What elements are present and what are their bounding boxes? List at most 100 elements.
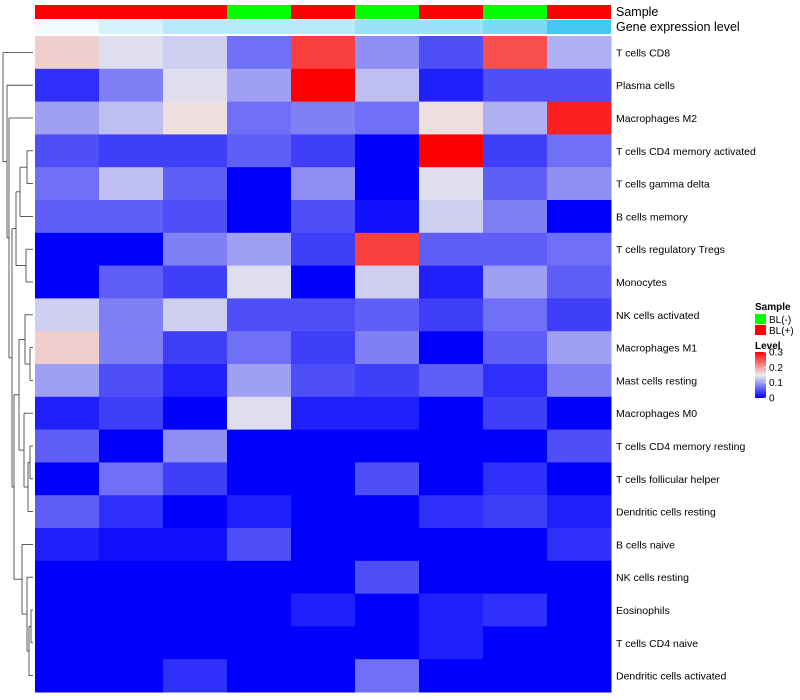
heatmap-cell (547, 659, 612, 693)
heatmap-cell (483, 626, 548, 660)
heatmap-cell (355, 560, 420, 595)
row-label: Mast cells resting (616, 375, 697, 387)
heatmap-cell (99, 134, 164, 168)
sample-annotation-cell (35, 5, 99, 19)
sample-annotation-cell (163, 5, 227, 19)
heatmap-cell (419, 232, 484, 267)
heatmap-cell (419, 331, 484, 365)
heatmap-cell (99, 560, 164, 595)
heatmap-cell (99, 167, 164, 201)
heatmap-cell (355, 528, 420, 562)
heatmap-cell (419, 167, 484, 201)
heatmap-cell (355, 462, 420, 496)
heatmap-cell (35, 134, 100, 168)
heatmap-cell (355, 298, 420, 332)
heatmap-cell (163, 495, 228, 529)
heatmap-cell (35, 200, 100, 234)
heatmap-cell (163, 298, 228, 332)
heatmap-cell (291, 429, 356, 463)
heatmap-cell (227, 101, 292, 135)
heatmap-cell (547, 396, 612, 431)
heatmap-cell (419, 528, 484, 562)
heatmap-cell (227, 36, 292, 70)
heatmap-cell (163, 626, 228, 660)
heatmap-cell (291, 593, 356, 627)
heatmap-cell (163, 167, 228, 201)
gene-expression-annotation-cell (99, 20, 163, 34)
row-label: NK cells resting (616, 572, 689, 584)
heatmap-cell (419, 68, 484, 103)
legend-tick-label: 0 (769, 394, 775, 405)
heatmap-cell (35, 659, 100, 693)
row-label: Monocytes (616, 277, 667, 289)
heatmap-cell (355, 101, 420, 135)
heatmap-cell (419, 429, 484, 463)
heatmap-cell (163, 68, 228, 103)
legend-swatch-bl+ (755, 325, 766, 335)
row-label: T cells follicular helper (616, 474, 720, 486)
heatmap-cell (483, 462, 548, 496)
heatmap-cell (483, 68, 548, 103)
heatmap-cell (483, 364, 548, 398)
gene-expression-annotation-cell (483, 20, 547, 34)
heatmap-cell (547, 429, 612, 463)
heatmap-cell (547, 134, 612, 168)
legend-title-level: Level (755, 341, 781, 352)
heatmap-cell (483, 528, 548, 562)
row-label: T cells regulatory Tregs (616, 244, 725, 256)
heatmap-cell (163, 364, 228, 398)
heatmap-cell (483, 593, 548, 627)
heatmap-cell (227, 528, 292, 562)
heatmap-cell (547, 364, 612, 398)
heatmap-cell (419, 101, 484, 135)
row-label: T cells CD4 naive (616, 638, 698, 650)
row-label: T cells gamma delta (616, 179, 710, 191)
heatmap-cell (163, 396, 228, 431)
heatmap-cell (227, 364, 292, 398)
heatmap-cell (99, 298, 164, 332)
legend-tick-label: 0.2 (769, 363, 783, 374)
heatmap-cell (163, 232, 228, 267)
heatmap-cell (483, 134, 548, 168)
heatmap-cell (547, 167, 612, 201)
heatmap-cell (99, 659, 164, 693)
heatmap-cell (35, 495, 100, 529)
heatmap-cell (483, 36, 548, 70)
heatmap-cell (419, 200, 484, 234)
legend-tick-label: 0.1 (769, 378, 783, 389)
heatmap-cell (547, 232, 612, 267)
heatmap-cell (35, 167, 100, 201)
gene-expression-annotation-cell (291, 20, 355, 34)
heatmap-cell (35, 331, 100, 365)
sample-annotation-cell (99, 5, 163, 19)
heatmap-cell (547, 200, 612, 234)
heatmap-cell (355, 134, 420, 168)
heatmap-cell (35, 364, 100, 398)
row-label: NK cells activated (616, 310, 700, 322)
heatmap-cell (355, 364, 420, 398)
heatmap-cell (99, 495, 164, 529)
heatmap-cell (227, 462, 292, 496)
gene-expression-annotation-cell (227, 20, 291, 34)
heatmap-cell (547, 462, 612, 496)
gene-expression-annotation-cell (547, 20, 611, 34)
heatmap-cell (355, 167, 420, 201)
heatmap-cell (291, 167, 356, 201)
heatmap-cell (163, 593, 228, 627)
heatmap-cell (355, 232, 420, 267)
heatmap-cell (227, 298, 292, 332)
heatmap-cell (99, 429, 164, 463)
heatmap-cell (163, 429, 228, 463)
heatmap-cell (99, 396, 164, 431)
heatmap-cell (99, 462, 164, 496)
heatmap-cell (35, 232, 100, 267)
heatmap-cell (483, 101, 548, 135)
legend-label-sample: BL(+) (769, 326, 794, 337)
heatmap-cell (483, 167, 548, 201)
row-label: Macrophages M1 (616, 343, 697, 355)
annotation-label-gene-expression: Gene expression level (616, 20, 740, 34)
heatmap-cell (35, 298, 100, 332)
heatmap-cell (419, 36, 484, 70)
row-label: B cells naive (616, 539, 675, 551)
